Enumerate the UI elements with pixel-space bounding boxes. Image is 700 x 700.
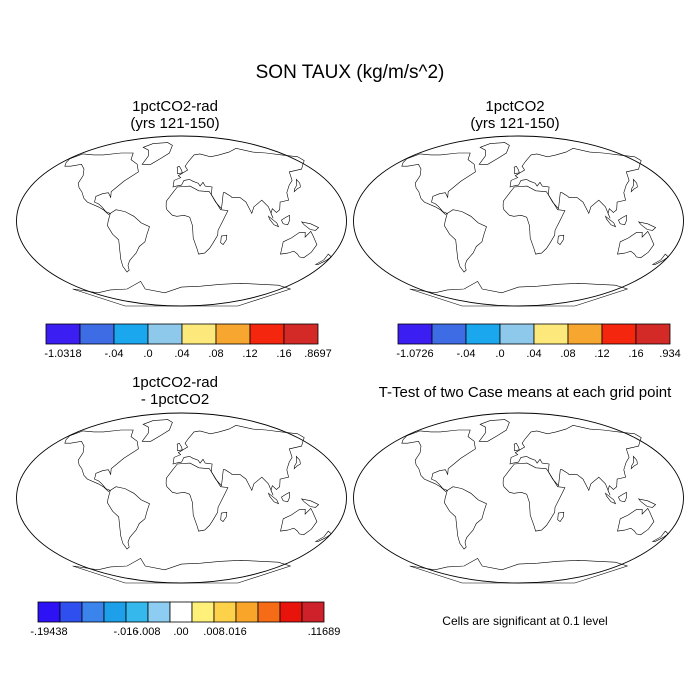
colorbar-diff-swatch: [126, 602, 148, 622]
map-co2: [352, 135, 685, 307]
colorbar-co2-tick-label: -.04: [457, 348, 476, 360]
colorbar-diff-swatch: [236, 602, 258, 622]
colorbar-co2-tick-label: .16: [628, 348, 643, 360]
panel-title-rad-line1: 1pctCO2-rad: [70, 98, 280, 115]
significance-note: Cells are significant at 0.1 level: [350, 614, 700, 628]
colorbar-rad-swatch: [80, 324, 114, 344]
ocean-background: [17, 136, 347, 306]
colorbar-co2-tick-label: .934: [659, 348, 680, 360]
colorbar-rad-tick-label: .08: [208, 348, 223, 360]
panel-title-rad: 1pctCO2-rad (yrs 121-150): [70, 98, 280, 132]
colorbar-rad-swatch: [182, 324, 216, 344]
colorbar-co2-swatch: [500, 324, 534, 344]
colorbar-rad: -1.0318 -.04 .0 .04 .08 .12 .16 .8697: [38, 322, 338, 362]
colorbar-co2-swatch: [636, 324, 670, 344]
colorbar-rad-swatch: [216, 324, 250, 344]
ocean-background: [354, 413, 684, 583]
ocean-background: [354, 136, 684, 306]
colorbar-diff-swatch: [104, 602, 126, 622]
colorbar-co2-swatch: [534, 324, 568, 344]
colorbar-diff-swatch: [280, 602, 302, 622]
colorbar-rad-swatch: [148, 324, 182, 344]
colorbar-diff-swatch: [214, 602, 236, 622]
map-ttest: [352, 412, 685, 584]
colorbar-co2-tick-label: .04: [526, 348, 541, 360]
colorbar-diff-tick-label: .008: [203, 626, 224, 638]
colorbar-co2: -1.0726 -.04 .0 .04 .08 .12 .16 .934: [390, 322, 690, 362]
panel-title-diff: 1pctCO2-rad - 1pctCO2: [70, 374, 280, 408]
panel-title-diff-line1: 1pctCO2-rad: [70, 374, 280, 391]
map-diff: [15, 412, 348, 584]
main-title: SON TAUX (kg/m/s^2): [0, 62, 700, 84]
colorbar-diff-swatch: [302, 602, 324, 622]
colorbar-diff-tick-label: -.19438: [30, 626, 67, 638]
colorbar-diff-tick-label: .00: [173, 626, 188, 638]
colorbar-rad-tick-label: .8697: [304, 348, 332, 360]
colorbar-diff-tick-label: .11689: [308, 626, 341, 638]
colorbar-rad-swatch: [284, 324, 318, 344]
colorbar-co2-tick-label: .12: [594, 348, 609, 360]
colorbar-co2-swatch: [466, 324, 500, 344]
colorbar-co2-tick-label: .08: [560, 348, 575, 360]
colorbar-co2-swatch: [568, 324, 602, 344]
colorbar-diff-swatch: [38, 602, 60, 622]
colorbar-diff-swatch: [192, 602, 214, 622]
colorbar-diff-swatch: [258, 602, 280, 622]
panel-title-rad-line2: (yrs 121-150): [70, 115, 280, 132]
colorbar-diff-swatch: [60, 602, 82, 622]
colorbar-co2-swatch: [432, 324, 466, 344]
colorbar-rad-tick-label: -1.0318: [44, 348, 81, 360]
panel-title-ttest: T-Test of two Case means at each grid po…: [350, 384, 700, 401]
colorbar-rad-tick-label: .04: [174, 348, 189, 360]
colorbar-diff-tick-label: -.008: [135, 626, 160, 638]
colorbar-diff-swatch: [82, 602, 104, 622]
colorbar-co2-tick-label: .0: [495, 348, 504, 360]
panel-title-co2: 1pctCO2 (yrs 121-150): [410, 98, 620, 132]
map-rad: [15, 135, 348, 307]
colorbar-rad-swatch: [250, 324, 284, 344]
colorbar-rad-tick-label: .12: [242, 348, 257, 360]
colorbar-diff-swatch: [148, 602, 170, 622]
colorbar-rad-swatch: [114, 324, 148, 344]
ocean-background: [17, 413, 347, 583]
panel-title-co2-line1: 1pctCO2: [410, 98, 620, 115]
panel-title-co2-line2: (yrs 121-150): [410, 115, 620, 132]
colorbar-co2-swatch: [398, 324, 432, 344]
colorbar-co2-tick-label: -1.0726: [396, 348, 433, 360]
colorbar-diff-swatch: [170, 602, 192, 622]
colorbar-rad-swatch: [46, 324, 80, 344]
colorbar-co2-swatch: [602, 324, 636, 344]
colorbar-rad-tick-label: .16: [276, 348, 291, 360]
colorbar-diff-tick-label: .016: [225, 626, 246, 638]
panel-title-diff-line2: - 1pctCO2: [70, 391, 280, 408]
colorbar-rad-tick-label: -.04: [105, 348, 124, 360]
colorbar-diff: -.19438 -.016-.008.00.008.016.11689: [30, 600, 360, 640]
colorbar-rad-tick-label: .0: [143, 348, 152, 360]
